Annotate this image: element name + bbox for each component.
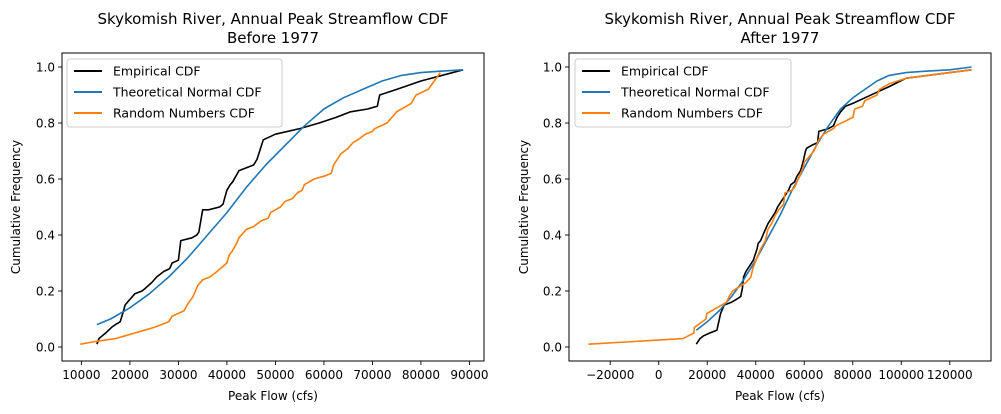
series-line-random-numbers-cdf xyxy=(80,72,441,345)
x-tick-label: 120000 xyxy=(927,368,973,382)
chart-title-line2: Before 1977 xyxy=(227,29,319,47)
x-tick-label: −20000 xyxy=(586,368,634,382)
chart-before-1977: Skykomish River, Annual Peak Streamflow … xyxy=(9,10,489,403)
chart-title-line1: Skykomish River, Annual Peak Streamflow … xyxy=(604,10,955,28)
y-tick-label: 0.6 xyxy=(36,173,55,187)
axes-frame xyxy=(61,52,485,362)
x-tick-label: 60000 xyxy=(305,368,343,382)
legend-label-normal: Theoretical Normal CDF xyxy=(620,85,770,100)
legend-label-empirical: Empirical CDF xyxy=(113,64,201,79)
y-tick-label: 1.0 xyxy=(36,61,55,75)
y-axis-label: Cumulative Frequency xyxy=(9,140,23,274)
plot-area xyxy=(588,66,972,345)
chart-title-line2: After 1977 xyxy=(741,29,820,47)
legend-label-random: Random Numbers CDF xyxy=(621,106,763,121)
x-axis-label: Peak Flow (cfs) xyxy=(735,389,825,403)
x-tick-label: 70000 xyxy=(353,368,391,382)
x-tick-label: 90000 xyxy=(450,368,488,382)
y-tick-label: 0.6 xyxy=(543,173,562,187)
y-tick-label: 0.0 xyxy=(543,341,562,355)
y-axis-ticks: 0.0 0.2 0.4 0.6 0.8 1.0 xyxy=(36,61,62,355)
y-tick-label: 0.8 xyxy=(36,117,55,131)
x-tick-label: 60000 xyxy=(785,368,823,382)
x-tick-label: 100000 xyxy=(878,368,924,382)
series-line-random-numbers-cdf xyxy=(588,69,972,345)
x-tick-label: 0 xyxy=(655,368,663,382)
legend-label-empirical: Empirical CDF xyxy=(621,64,709,79)
x-tick-label: 10000 xyxy=(62,368,100,382)
y-tick-label: 0.2 xyxy=(36,285,55,299)
chart-title-line1: Skykomish River, Annual Peak Streamflow … xyxy=(97,10,448,28)
legend-label-normal: Theoretical Normal CDF xyxy=(112,85,262,100)
axes-frame xyxy=(568,52,992,362)
legend: Empirical CDF Theoretical Normal CDF Ran… xyxy=(66,58,283,128)
series-line-empirical-cdf xyxy=(96,69,464,345)
x-axis-ticks: −20000 0 20000 40000 60000 80000 100000 120000 xyxy=(586,361,973,382)
x-tick-label: 20000 xyxy=(688,368,726,382)
y-tick-label: 0.4 xyxy=(36,229,55,243)
x-tick-label: 50000 xyxy=(256,368,294,382)
series-line-theoretical-normal-cdf xyxy=(96,69,464,326)
x-tick-label: 30000 xyxy=(159,368,197,382)
y-axis-ticks: 0.0 0.2 0.4 0.6 0.8 1.0 xyxy=(543,61,569,355)
legend-label-random: Random Numbers CDF xyxy=(113,106,255,121)
x-tick-label: 20000 xyxy=(111,368,149,382)
series-line-empirical-cdf xyxy=(695,69,972,345)
x-axis-label: Peak Flow (cfs) xyxy=(228,389,318,403)
legend: Empirical CDF Theoretical Normal CDF Ran… xyxy=(574,58,792,128)
y-tick-label: 1.0 xyxy=(543,61,562,75)
x-tick-label: 40000 xyxy=(737,368,775,382)
x-axis-ticks: 10000 20000 30000 40000 50000 60000 70000 80000… xyxy=(62,361,489,382)
legend-box xyxy=(66,58,283,128)
y-tick-label: 0.2 xyxy=(543,285,562,299)
y-tick-label: 0.0 xyxy=(36,341,55,355)
y-tick-label: 0.4 xyxy=(543,229,562,243)
x-tick-label: 80000 xyxy=(834,368,872,382)
y-tick-label: 0.8 xyxy=(543,117,562,131)
legend-box xyxy=(574,58,792,128)
y-axis-label: Cumulative Frequency xyxy=(517,140,531,274)
plot-area xyxy=(80,69,464,345)
x-tick-label: 80000 xyxy=(402,368,440,382)
x-tick-label: 40000 xyxy=(208,368,246,382)
chart-after-1977: Skykomish River, Annual Peak Streamflow … xyxy=(517,10,992,403)
